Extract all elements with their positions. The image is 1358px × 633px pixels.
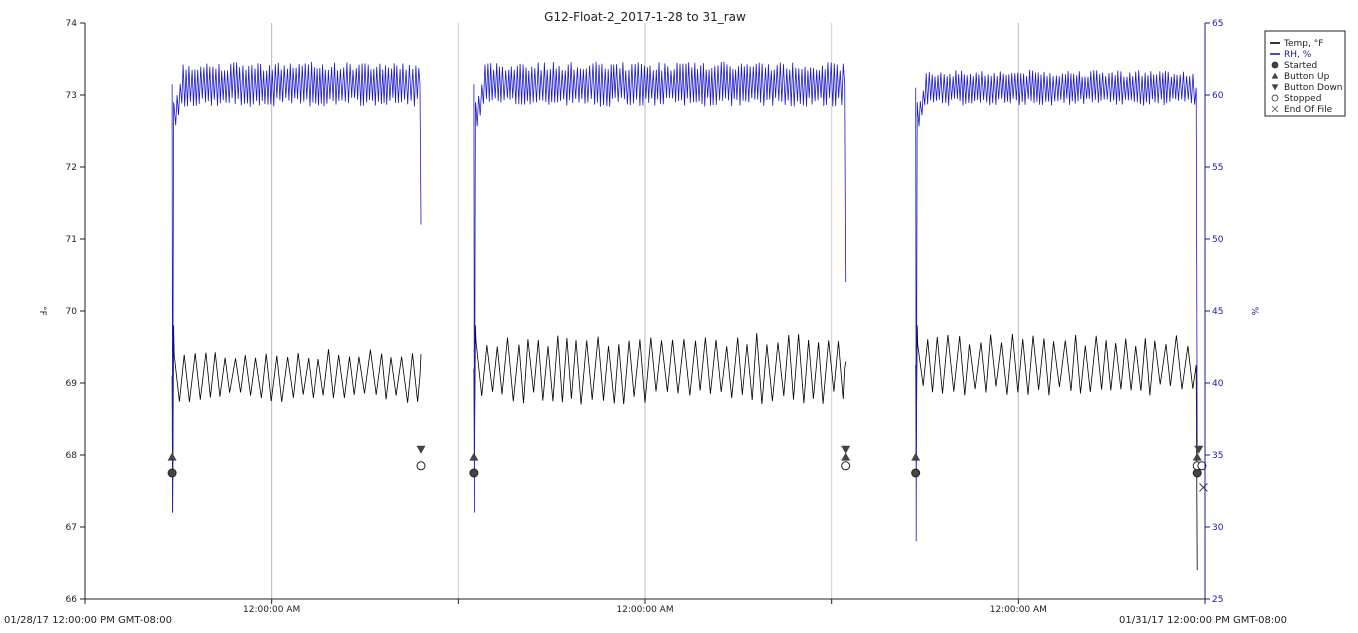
legend-symbol	[1271, 94, 1279, 102]
stopped-marker	[841, 461, 851, 471]
button-down-marker	[841, 445, 851, 454]
started-marker	[1271, 61, 1279, 69]
event-marker	[469, 452, 479, 461]
legend-symbol	[1271, 84, 1279, 91]
y-right-tick-label: 35	[1212, 451, 1223, 461]
stopped-marker	[1271, 94, 1279, 102]
y-right-tick-label: 40	[1212, 379, 1224, 389]
legend-label: RH, %	[1284, 50, 1312, 60]
button-up-marker	[167, 452, 177, 461]
x-tick-label: 12:00:00 AM	[990, 605, 1047, 615]
y-right-tick-label: 65	[1212, 19, 1223, 29]
legend-item: Stopped	[1271, 94, 1321, 104]
y-left-tick-label: 70	[66, 307, 78, 317]
started-marker	[167, 468, 177, 478]
legend-label: Temp, °F	[1283, 39, 1323, 49]
eof-marker-b	[1199, 483, 1208, 492]
event-marker	[469, 468, 479, 478]
x-tick-label: 12:00:00 AM	[243, 605, 300, 615]
event-marker	[841, 445, 851, 454]
event-marker	[1192, 452, 1202, 461]
series-line-rh	[915, 69, 1198, 542]
y-right-tick-label: 45	[1212, 307, 1223, 317]
button-up-marker	[469, 452, 479, 461]
stopped-marker	[1197, 461, 1207, 471]
legend-label: Stopped	[1284, 94, 1321, 104]
button-up-marker	[911, 452, 921, 461]
button-down-marker	[416, 445, 426, 454]
legend-box	[1264, 30, 1346, 117]
y-right-tick-label: 25	[1212, 595, 1223, 605]
legend-item: RH, %	[1270, 50, 1312, 60]
legend-symbol	[1271, 61, 1279, 69]
legend-symbol	[1271, 105, 1279, 113]
button-up-marker	[1271, 72, 1279, 79]
legend-item: Button Down	[1271, 83, 1343, 93]
legend-label: Started	[1284, 61, 1317, 71]
y-left-tick-label: 73	[66, 91, 77, 101]
y-left-tick-label: 74	[66, 19, 78, 29]
x-start-label: 01/28/17 12:00:00 PM GMT-08:00	[4, 615, 172, 626]
started-marker	[469, 468, 479, 478]
eof-marker-b	[1271, 105, 1279, 113]
events-layer	[167, 445, 1208, 492]
y-left-tick-label: 71	[66, 235, 77, 245]
axes: 66 67 68 69 70 71 72 73 74 25 30 35 40 45 50 55 60 65 12:0…	[66, 19, 1224, 615]
y-right-tick-label: 30	[1212, 523, 1224, 533]
y-right-tick-label: 50	[1212, 235, 1224, 245]
button-up-marker	[841, 452, 851, 461]
series-line-temp	[171, 325, 422, 513]
legend-label: Button Down	[1284, 83, 1343, 93]
y-right-tick-label: 55	[1212, 163, 1223, 173]
event-marker	[911, 468, 921, 478]
event-marker	[841, 461, 851, 471]
button-down-marker	[1194, 445, 1204, 454]
series-line-rh	[171, 61, 422, 513]
event-marker	[167, 452, 177, 461]
stopped-marker	[416, 461, 426, 471]
y-left-tick-label: 72	[66, 163, 77, 173]
legend-symbol	[1271, 72, 1279, 79]
chart-title: G12-Float-2_2017-1-28 to 31_raw	[544, 10, 746, 24]
x-end-label: 01/31/17 12:00:00 PM GMT-08:00	[1119, 615, 1287, 626]
event-marker	[167, 468, 177, 478]
legend-label: End Of File	[1284, 105, 1333, 115]
event-marker	[911, 452, 921, 461]
y-left-tick-label: 68	[66, 451, 78, 461]
y-left-label: °F	[37, 306, 47, 316]
series-line-rh	[473, 61, 847, 513]
legend-item: Started	[1271, 61, 1317, 71]
grid	[271, 23, 1019, 599]
y-left-tick-label: 66	[66, 595, 78, 605]
event-marker	[416, 461, 426, 471]
legend-label: Button Up	[1284, 72, 1330, 82]
y-left-tick-label: 67	[66, 523, 77, 533]
series-line-temp	[473, 325, 847, 463]
event-marker	[841, 452, 851, 461]
series-line-temp	[915, 325, 1198, 571]
y-right-label: %	[1249, 307, 1259, 316]
x-tick-label: 12:00:00 AM	[616, 605, 673, 615]
event-marker	[1194, 445, 1204, 454]
started-marker	[911, 468, 921, 478]
y-left-tick-label: 69	[66, 379, 78, 389]
event-marker	[1199, 483, 1208, 492]
legend-item: Temp, °F	[1270, 39, 1323, 49]
y-right-tick-label: 60	[1212, 91, 1224, 101]
series-layer	[171, 61, 1198, 571]
event-marker	[1197, 461, 1207, 471]
legend-item: Button Up	[1271, 72, 1330, 82]
button-down-marker	[1271, 84, 1279, 91]
event-marker	[416, 445, 426, 454]
button-up-marker	[1192, 452, 1202, 461]
legend-item: End Of File	[1271, 105, 1333, 115]
